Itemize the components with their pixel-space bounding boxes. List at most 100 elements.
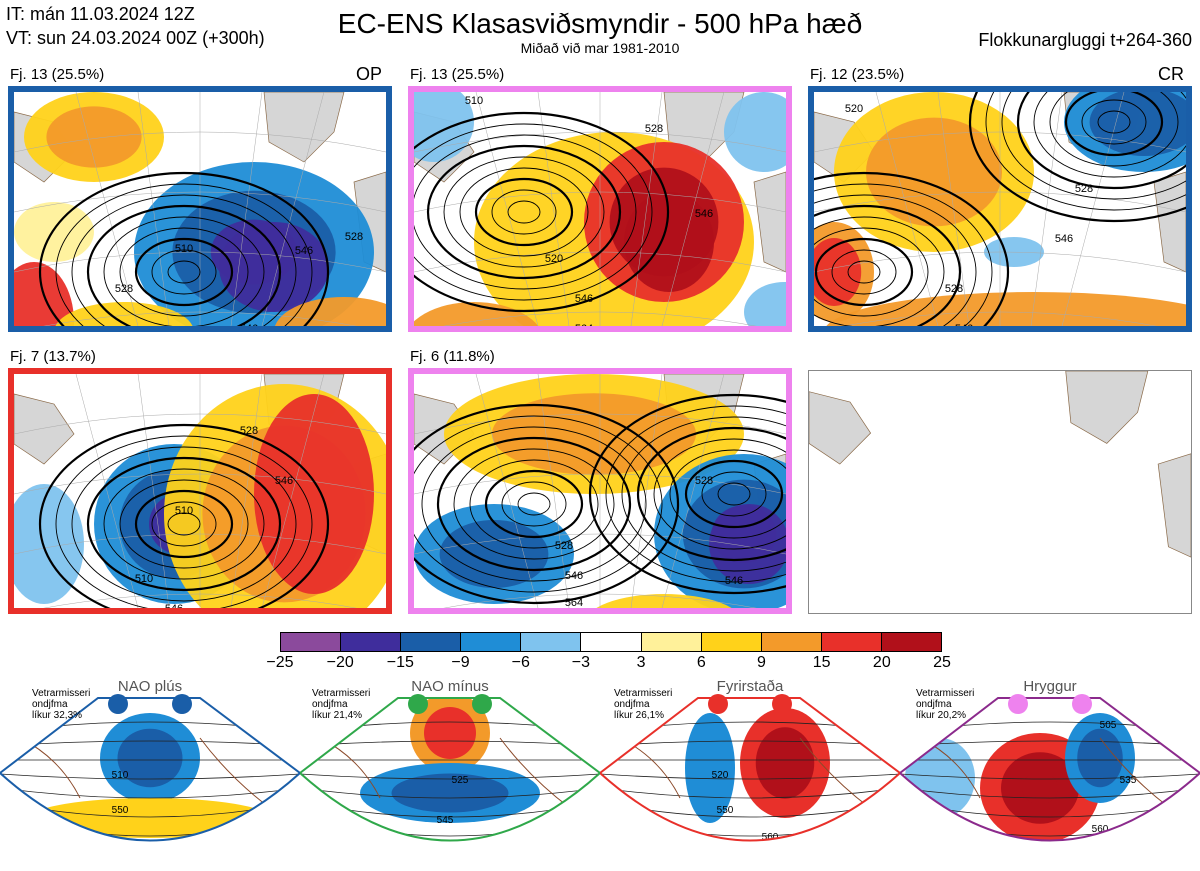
anomaly-shading (254, 394, 374, 594)
contour-label: 528 (555, 540, 573, 552)
colorbar-tick-label: 3 (636, 654, 646, 671)
height-contour (814, 204, 962, 326)
colorbar (280, 632, 942, 652)
anomaly-shading (391, 773, 509, 813)
regime-blocking: 520 550 560 Fyrirstaða Vetrarmisseri ondjf… (600, 678, 900, 871)
cluster-map: 510 528 546 528 546 (8, 86, 392, 332)
height-contour (300, 773, 600, 780)
regime-title: NAO mínus (411, 678, 489, 695)
initial-time: IT: mán 11.03.2024 12Z (6, 4, 195, 24)
graticule-line (230, 374, 263, 608)
height-contour (1064, 92, 1164, 157)
regime-note-line: líkur 26,1% (614, 710, 665, 721)
anomaly-shading (744, 282, 786, 326)
colorbar-swatch (701, 633, 762, 651)
colorbar-swatch (581, 633, 642, 651)
map-svg: 510 528 546 528 546 (14, 92, 386, 326)
height-contour (459, 167, 589, 257)
regime-note-line: ondjfma (32, 699, 68, 710)
height-contour (55, 435, 313, 608)
contour-label: 550 (112, 805, 129, 816)
regime-note-line: Vetrarmisseri (32, 688, 91, 699)
contour-label: 528 (645, 123, 663, 135)
anomaly-shading (46, 106, 142, 168)
regime-note-line: Vetrarmisseri (916, 688, 975, 699)
regime-marker (772, 694, 792, 714)
height-contour (167, 260, 201, 284)
graticule-line (137, 374, 170, 608)
anomaly-shading (1077, 728, 1123, 788)
valid-time: VT: sun 24.03.2024 00Z (+300h) (6, 28, 265, 48)
contour-label: 528 (945, 283, 963, 295)
height-contour (38, 171, 330, 326)
land-east (1153, 171, 1186, 273)
height-contour (414, 415, 663, 593)
contour-label: 564 (565, 597, 583, 608)
contour-label: 510 (112, 770, 129, 781)
height-contour (669, 449, 786, 539)
height-contour (1001, 92, 1186, 200)
graticule-line (661, 374, 725, 608)
height-contour (71, 446, 297, 602)
regime-nao-minus: 525 545 565 NAO mínus Vetrarmisseri ondjfm… (300, 678, 600, 871)
regime-note: Vetrarmisseri ondjfma líkur 32,3% (32, 688, 90, 721)
height-contour (605, 405, 786, 583)
cluster-label: Fj. 6 (11.8%) (410, 348, 495, 365)
height-contour (717, 482, 751, 506)
contour-label: 505 (1100, 720, 1117, 731)
colorbar-swatch (461, 633, 522, 651)
height-contour (151, 501, 217, 547)
regime-border (300, 697, 600, 842)
colorbar-swatch (341, 633, 402, 651)
anomaly-shading (414, 302, 539, 326)
height-contour (814, 216, 945, 326)
regime-note-line: Vetrarmisseri (312, 688, 371, 699)
regime-marker (1008, 694, 1028, 714)
regime-nao-plus: 510 550 NAO plús Vetrarmisseri ondjfma lí… (0, 678, 300, 871)
height-contour (814, 171, 1010, 326)
contour-label: 510 (465, 95, 483, 107)
regime-note-line: líkur 32,3% (32, 710, 83, 721)
anomaly-shading (55, 302, 193, 326)
height-contour (1081, 99, 1147, 145)
contour-label: 528 (345, 231, 363, 243)
land-east (753, 171, 786, 273)
height-contour (517, 492, 551, 516)
height-contour (814, 227, 929, 317)
colorbar-tick-label: −25 (266, 654, 294, 671)
height-contour (900, 773, 1200, 780)
cluster-map: 528 528 546 546 564 (408, 368, 792, 614)
contour-label: 546 (165, 603, 183, 608)
land-west (14, 393, 75, 465)
graticule-line (630, 92, 663, 326)
contour-label: 520 (712, 770, 729, 781)
height-contour (426, 144, 622, 280)
regime-marker (108, 694, 128, 714)
contour-label: 545 (437, 815, 454, 826)
height-contour (86, 204, 282, 326)
height-contour (1097, 110, 1131, 134)
contour-label: 564 (575, 323, 593, 326)
contour-label: 546 (575, 293, 593, 305)
height-contour (814, 237, 914, 307)
contour-label: 546 (695, 208, 713, 220)
regime-marker (472, 694, 492, 714)
contour-label: 550 (717, 805, 734, 816)
anomaly-shading (219, 222, 329, 312)
map-svg: 528 528 546 546 564 (414, 374, 786, 608)
height-contour (414, 123, 653, 301)
graticule-line (75, 374, 139, 608)
contour-label: 560 (762, 832, 779, 843)
height-contour (167, 512, 201, 536)
cluster-label: Fj. 13 (25.5%) (10, 66, 105, 83)
height-contour (38, 423, 330, 608)
anomaly-shading (14, 484, 84, 604)
height-contour (469, 459, 599, 549)
height-contour (588, 393, 786, 595)
graticule-line (261, 374, 325, 608)
cluster-map: 520 528 528 546 546 (808, 86, 1192, 332)
page-subtitle: Miðað við mar 1981-2010 (520, 40, 680, 56)
regime-marker (1072, 694, 1092, 714)
colorbar-tick-label: 20 (872, 654, 891, 671)
map-svg (809, 371, 1191, 558)
